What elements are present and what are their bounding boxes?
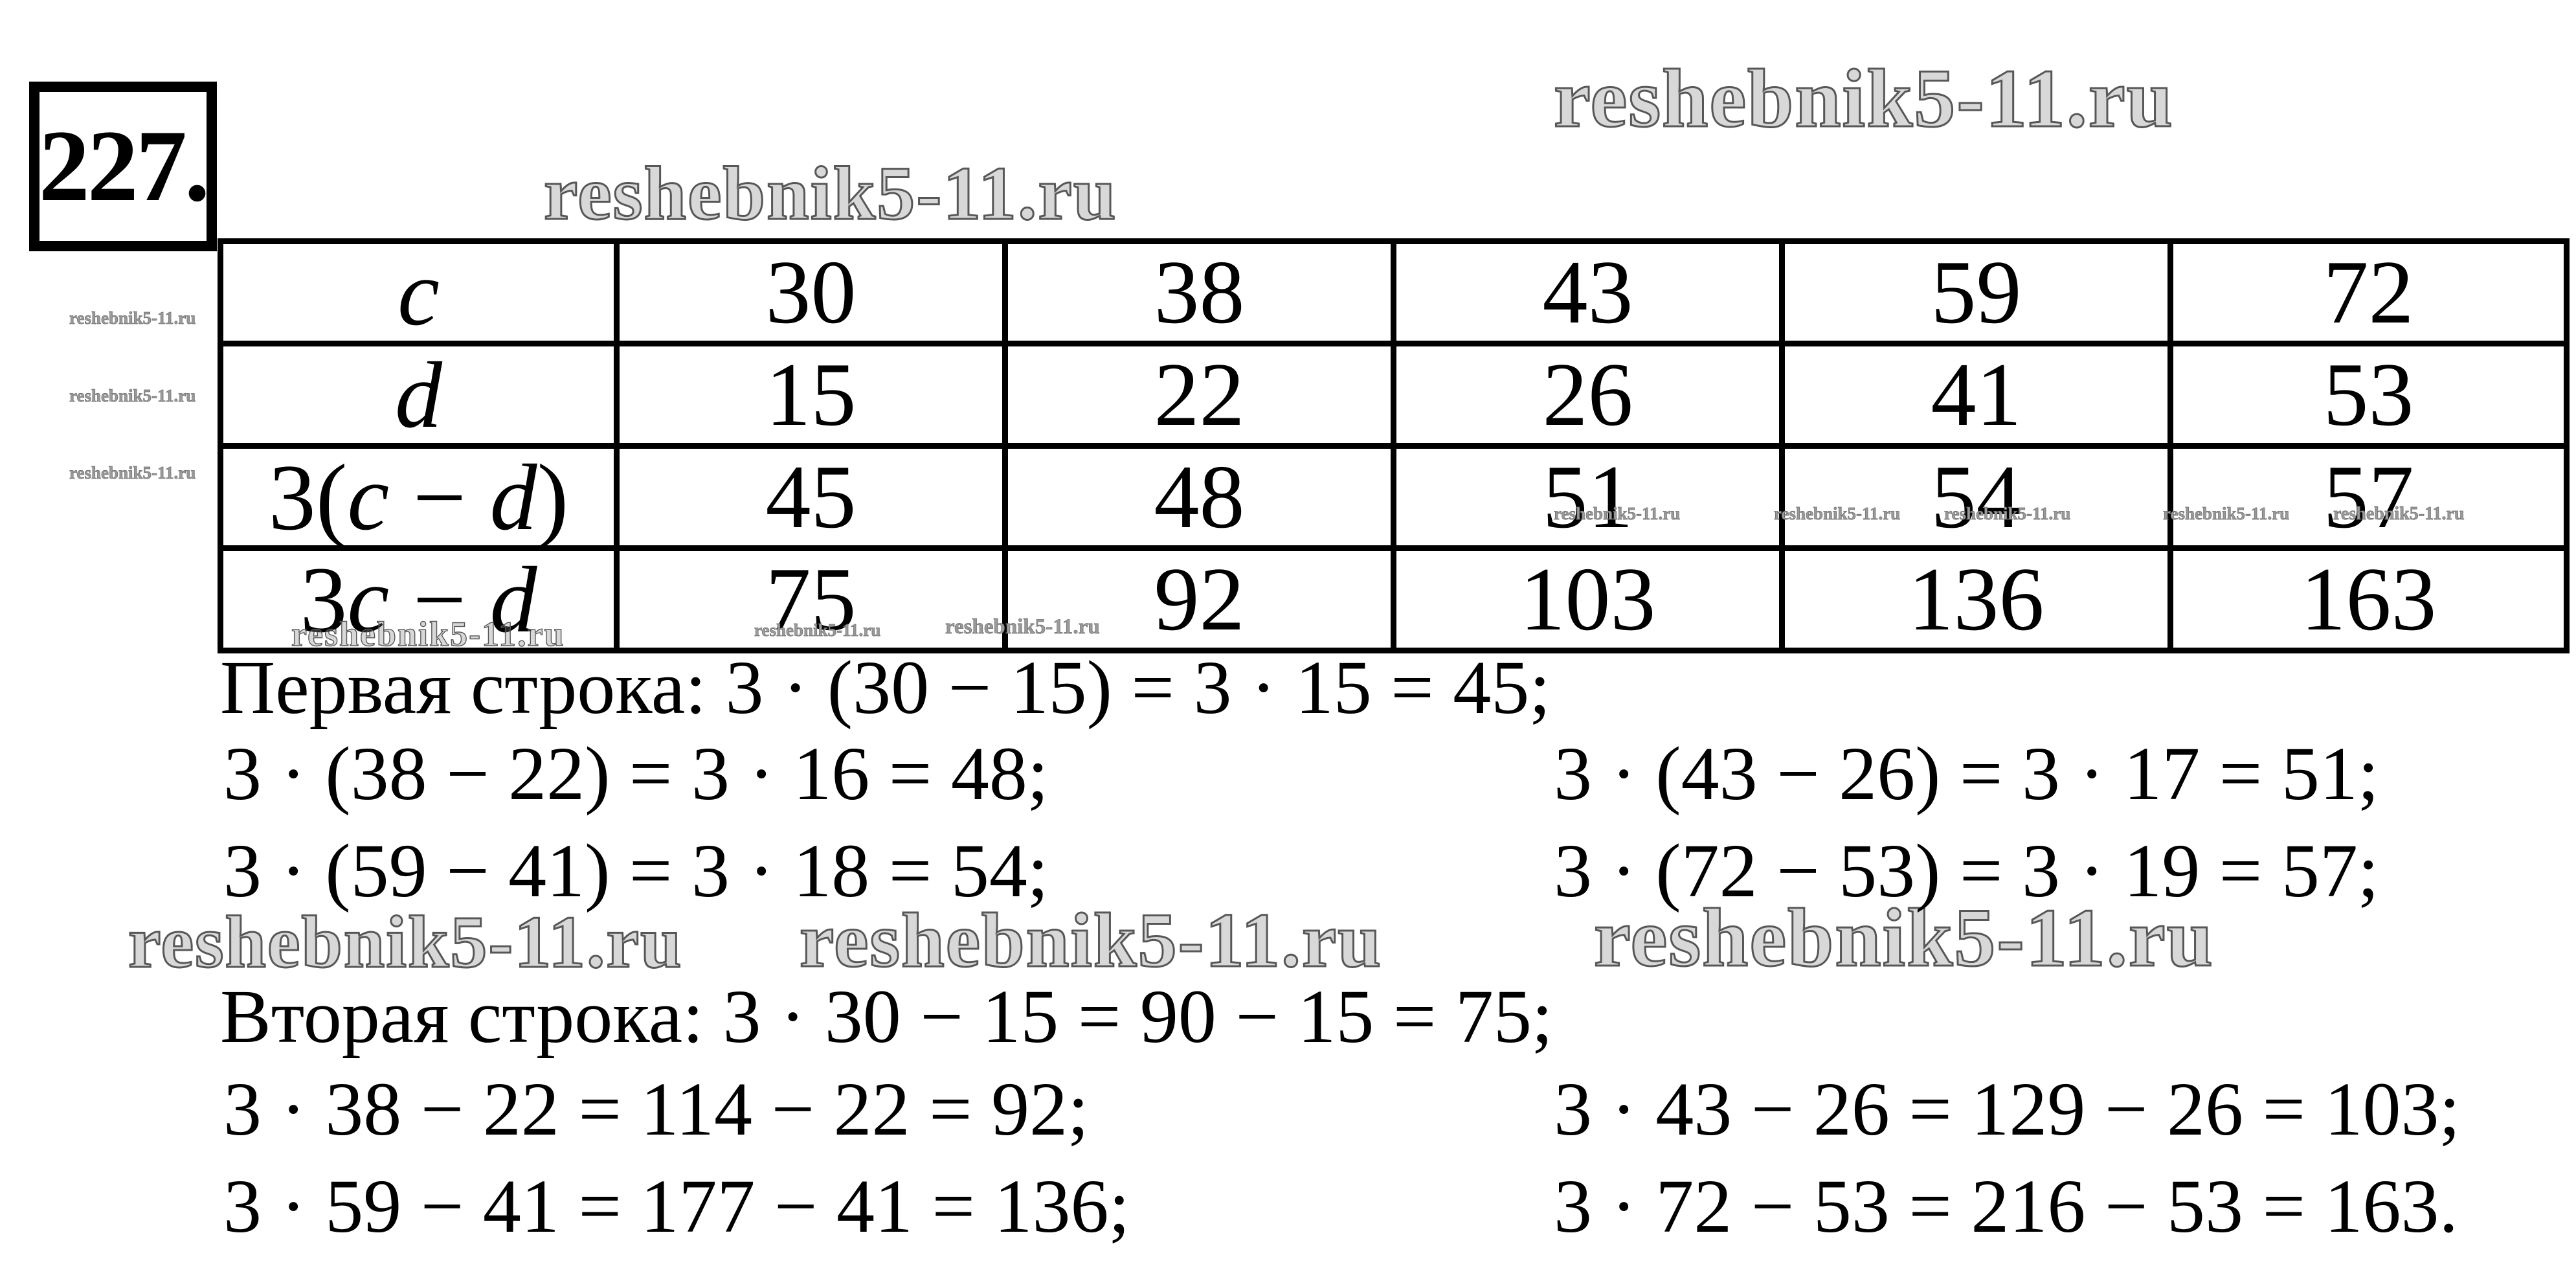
- cell-value: 15: [614, 341, 1008, 449]
- solution-line-second-row-2: 3 · 38 − 22 = 114 − 22 = 92;: [223, 1067, 1089, 1151]
- table-row-3c-d: 3c − d 75 92 103 136 163: [218, 545, 2570, 653]
- watermark-table-2: reshebnik5-11.ru: [1774, 504, 1901, 523]
- problem-number-box: 227.: [29, 82, 217, 251]
- watermark-above-table: reshebnik5-11.ru: [543, 151, 1117, 236]
- cell-value: 45: [614, 443, 1008, 551]
- solution-line-first-row-1: Первая строка: 3 · (30 − 15) = 3 · 15 = …: [220, 645, 1551, 730]
- solution-line-first-row-3: 3 · (43 − 26) = 3 · 17 = 51;: [1554, 731, 2379, 816]
- solution-line-first-row-5: 3 · (72 − 53) = 3 · 19 = 57;: [1554, 828, 2379, 913]
- cell-value: 48: [1002, 443, 1396, 551]
- watermark-under-table-2: reshebnik5-11.ru: [945, 615, 1100, 639]
- watermark-margin-3: reshebnik5-11.ru: [69, 308, 196, 328]
- cell-value: 26: [1391, 341, 1785, 449]
- cell-value: 38: [1002, 238, 1396, 346]
- solution-line-second-row-1: Вторая строка: 3 · 30 − 15 = 90 − 15 = 7…: [220, 974, 1553, 1059]
- row-label-3(c-d): 3(c − d): [218, 443, 620, 551]
- cell-value: 54: [1779, 443, 2173, 551]
- solution-line-second-row-3: 3 · 43 − 26 = 129 − 26 = 103;: [1554, 1067, 2461, 1151]
- cell-value: 92: [1002, 545, 1396, 653]
- watermark-table-1: reshebnik5-11.ru: [1554, 504, 1681, 523]
- cell-value: 136: [1779, 545, 2173, 653]
- cell-value: 57: [2167, 443, 2570, 551]
- watermark-margin-5: reshebnik5-11.ru: [69, 463, 196, 482]
- row-label-3c-d: 3c − d: [218, 545, 620, 653]
- solution-line-second-row-4: 3 · 59 − 41 = 177 − 41 = 136;: [223, 1164, 1130, 1249]
- table-row-c: c 30 38 43 59 72: [218, 238, 2570, 346]
- cell-value: 30: [614, 238, 1008, 346]
- cell-value: 72: [2167, 238, 2570, 346]
- cell-value: 59: [1779, 238, 2173, 346]
- row-label-d: d: [218, 341, 620, 449]
- watermark-under-table-1: reshebnik5-11.ru: [754, 620, 881, 640]
- watermark-middle-left: reshebnik5-11.ru: [128, 901, 683, 983]
- table-row-d: d 15 22 26 41 53: [218, 341, 2570, 449]
- row-label-c: c: [218, 238, 620, 346]
- cell-value: 103: [1391, 545, 1785, 653]
- watermark-middle-right: reshebnik5-11.ru: [1593, 892, 2214, 984]
- table-row-3cd-paren: 3(c − d) 45 48 51 54 57: [218, 443, 2570, 551]
- watermark-margin-4: reshebnik5-11.ru: [69, 386, 196, 405]
- cell-value: 22: [1002, 341, 1396, 449]
- watermark-below-table: reshebnik5-11.ru: [291, 615, 565, 653]
- problem-number: 227.: [38, 109, 210, 223]
- watermark-table-3: reshebnik5-11.ru: [1944, 504, 2071, 523]
- cell-value: 163: [2167, 545, 2570, 653]
- solution-line-second-row-5: 3 · 72 − 53 = 216 − 53 = 163.: [1554, 1164, 2458, 1249]
- watermark-middle-center: reshebnik5-11.ru: [799, 897, 1382, 983]
- cell-value: 53: [2167, 341, 2570, 449]
- solution-line-first-row-4: 3 · (59 − 41) = 3 · 18 = 54;: [223, 828, 1049, 913]
- watermark-table-4: reshebnik5-11.ru: [2163, 504, 2290, 523]
- watermark-table-5: reshebnik5-11.ru: [2333, 504, 2465, 524]
- cell-value: 51: [1391, 443, 1785, 551]
- watermark-top-right: reshebnik5-11.ru: [1553, 52, 2174, 144]
- cell-value: 75: [614, 545, 1008, 653]
- values-table: c 30 38 43 59 72 d 15 22 26 41 53 3(c − …: [218, 238, 2570, 653]
- solution-line-first-row-2: 3 · (38 − 22) = 3 · 16 = 48;: [223, 731, 1049, 816]
- cell-value: 41: [1779, 341, 2173, 449]
- cell-value: 43: [1391, 238, 1785, 346]
